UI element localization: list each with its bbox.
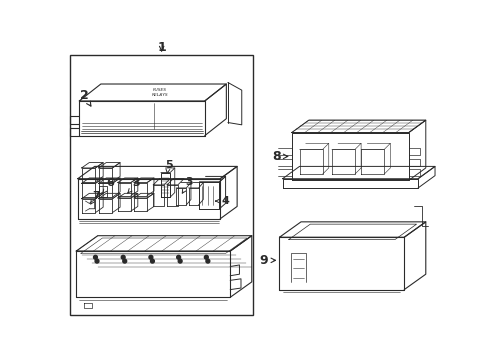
Text: 3: 3 xyxy=(182,177,193,193)
Text: 9: 9 xyxy=(259,254,275,267)
Circle shape xyxy=(95,259,99,263)
Circle shape xyxy=(149,255,153,259)
Circle shape xyxy=(176,255,180,259)
Circle shape xyxy=(205,259,209,263)
Text: 2: 2 xyxy=(80,89,91,106)
Bar xyxy=(70,55,253,315)
Text: 5: 5 xyxy=(164,160,172,173)
Text: 6: 6 xyxy=(102,178,114,194)
Circle shape xyxy=(204,255,208,259)
Circle shape xyxy=(122,259,126,263)
Text: 8: 8 xyxy=(271,150,287,163)
Circle shape xyxy=(121,255,125,259)
Text: 4: 4 xyxy=(215,196,229,206)
Text: 3: 3 xyxy=(127,178,140,193)
Text: FUSES
RELAYS: FUSES RELAYS xyxy=(151,88,168,97)
Circle shape xyxy=(178,259,182,263)
Text: 1: 1 xyxy=(157,41,166,54)
Circle shape xyxy=(150,259,154,263)
Text: 7: 7 xyxy=(90,191,100,204)
Circle shape xyxy=(93,255,97,259)
